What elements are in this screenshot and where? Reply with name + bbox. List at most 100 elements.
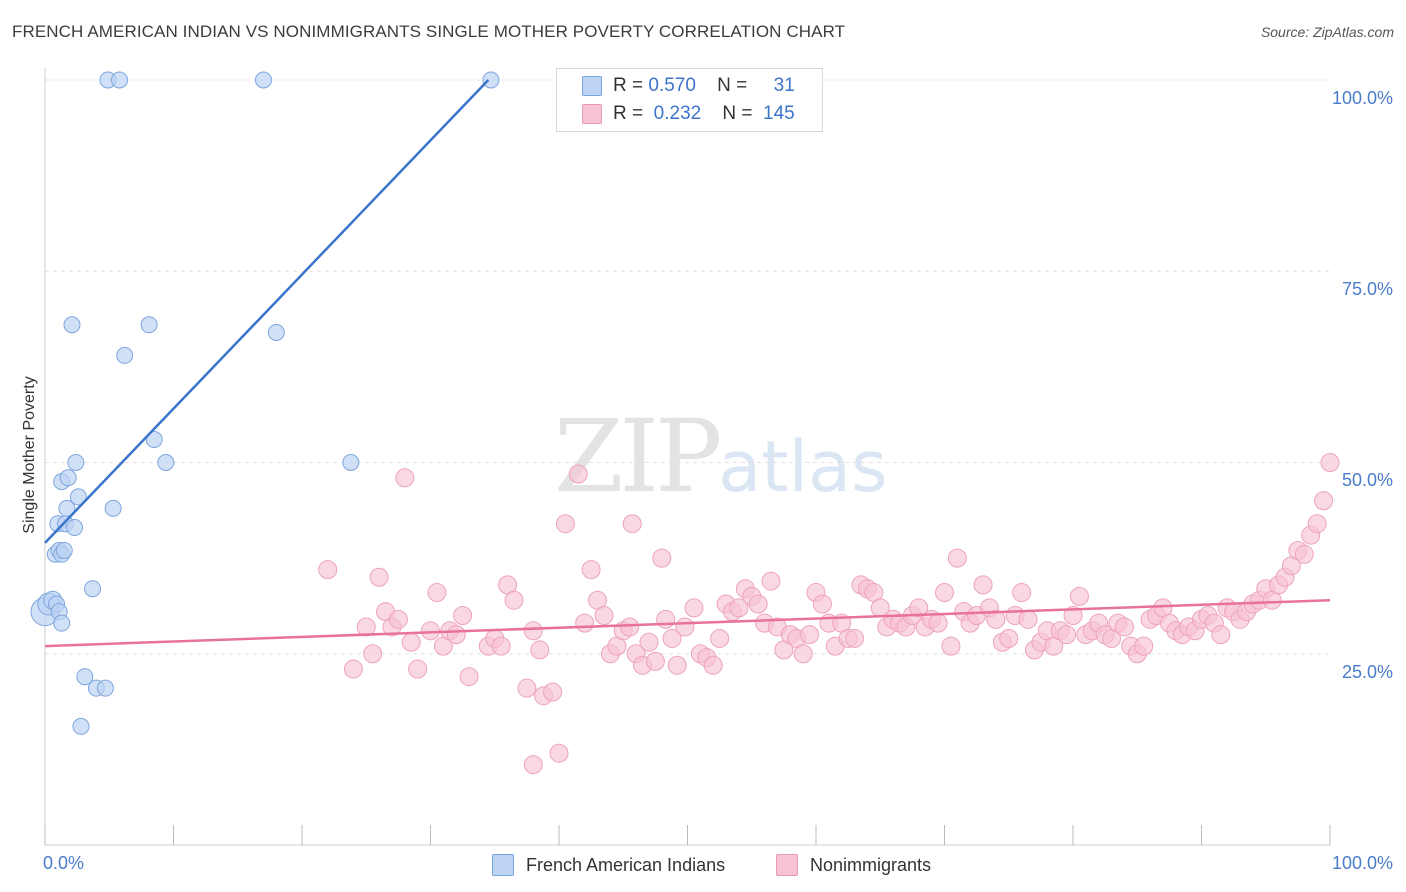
nonimmigrants-point [999, 628, 1019, 648]
french-american-indians-point [116, 346, 134, 364]
nonimmigrants-point [555, 514, 575, 534]
legend-text-nonimmigrants: R = 0.232 N = 145 [613, 103, 795, 125]
nonimmigrants-point [761, 571, 781, 591]
correlation-legend: R = 0.570 N = 31 R = 0.232 N = 145 [556, 68, 823, 132]
y-axis-label: Single Mother Poverty [21, 376, 38, 534]
nonimmigrants-point [622, 514, 642, 534]
nonimmigrants-point [667, 655, 687, 675]
legend-r-label: R = [613, 103, 644, 124]
watermark: ZIPatlas [554, 398, 887, 515]
nonimmigrants-point [408, 659, 428, 679]
nonimmigrants-point [453, 606, 473, 625]
legend-n-value: 145 [763, 103, 795, 124]
series-legend-nonimmigrants: Nonimmigrants [776, 852, 931, 878]
nonimmigrants-point [530, 640, 550, 660]
nonimmigrants-point [1307, 514, 1327, 534]
french-american-indians-point [69, 488, 87, 506]
nonimmigrants-point [549, 743, 569, 763]
french-american-indians-point [58, 499, 76, 517]
nonimmigrants-trendline [44, 598, 1331, 648]
nonimmigrants-point [517, 678, 537, 698]
french-american-indians-point [59, 469, 77, 487]
nonimmigrants-point [941, 636, 961, 656]
french-american-indians-point [140, 316, 158, 334]
nonimmigrants-point [935, 583, 954, 603]
nonimmigrants-point [986, 609, 1006, 629]
nonimmigrants-point [973, 575, 993, 595]
nonimmigrants-point [401, 632, 421, 652]
source-label: Source: ZipAtlas.com [1260, 24, 1394, 40]
nonimmigrants-point [369, 567, 389, 587]
legend-text-french: R = 0.570 N = 31 [613, 75, 795, 97]
nonimmigrants-point [388, 609, 408, 629]
legend-swatch-blue [582, 76, 602, 96]
nonimmigrants-point [684, 598, 704, 618]
french-american-indians-trendline [44, 79, 490, 544]
nonimmigrants-point [1012, 583, 1032, 603]
french-american-indians-point [267, 323, 285, 341]
nonimmigrants-point [710, 628, 730, 648]
nonimmigrants-point [568, 464, 588, 484]
french-american-indians-point [482, 71, 500, 89]
nonimmigrants-point [421, 621, 440, 641]
nonimmigrants-point [446, 625, 466, 645]
nonimmigrants-point [639, 632, 659, 652]
nonimmigrants-point [504, 590, 524, 610]
y-tick-label: 75.0% [1342, 279, 1393, 299]
nonimmigrants-point [1294, 544, 1314, 564]
nonimmigrants-point [645, 651, 665, 671]
nonimmigrants-point [800, 625, 820, 645]
nonimmigrants-point [1211, 625, 1231, 645]
french-american-indians-point [84, 580, 102, 598]
nonimmigrants-point [1114, 617, 1134, 637]
nonimmigrants-point [1314, 491, 1334, 511]
legend-n-value: 31 [773, 75, 795, 96]
french-american-indians-point [254, 71, 272, 89]
nonimmigrants-point [363, 644, 383, 664]
nonimmigrants-point [748, 594, 768, 614]
nonimmigrants-point [729, 598, 749, 618]
nonimmigrants-point [543, 682, 563, 702]
nonimmigrants-point [1069, 586, 1089, 606]
nonimmigrants-point [491, 636, 511, 656]
legend-n-label: N = [717, 75, 748, 96]
french-american-indians-point [111, 71, 129, 89]
series-legend-label: French American Indians [526, 854, 726, 875]
nonimmigrants-point [581, 560, 601, 580]
nonimmigrants-point [656, 609, 676, 629]
french-american-indians-point [67, 454, 85, 471]
nonimmigrants-point [793, 644, 813, 664]
watermark-atlas: atlas [718, 426, 888, 508]
french-american-indians-point [342, 454, 360, 471]
french-american-indians-point [72, 717, 90, 735]
nonimmigrants-point [675, 617, 695, 637]
y-tick-label: 25.0% [1342, 662, 1393, 682]
nonimmigrants-point [523, 755, 543, 775]
french-american-indians-point [157, 454, 175, 471]
french-american-indians-point [104, 499, 122, 517]
nonimmigrants-point [652, 548, 672, 568]
x-tick-label: 0.0% [43, 853, 84, 873]
nonimmigrants-point [620, 617, 640, 637]
nonimmigrants-point [523, 621, 543, 641]
french-american-indians-point [145, 431, 163, 449]
watermark-zip: ZIP [554, 398, 722, 515]
series-legend-french: French American Indians [492, 852, 725, 878]
french-american-indians-point [66, 519, 84, 537]
nonimmigrants-point [909, 598, 929, 618]
nonimmigrants-point [575, 613, 595, 633]
french-american-indians-point [63, 316, 81, 334]
legend-r-value: 0.232 [653, 103, 702, 124]
nonimmigrants-point [459, 667, 479, 687]
nonimmigrants-point [845, 628, 865, 648]
nonimmigrants-point [1320, 453, 1340, 472]
legend-n-label: N = [722, 103, 753, 124]
nonimmigrants-point [1018, 609, 1038, 629]
french-american-indians-point [96, 679, 114, 697]
nonimmigrants-point [318, 560, 338, 580]
nonimmigrants-point [1063, 606, 1083, 625]
nonimmigrants-point [427, 583, 447, 603]
french-american-indians-point [55, 541, 73, 559]
french-american-indians-point [53, 614, 71, 632]
